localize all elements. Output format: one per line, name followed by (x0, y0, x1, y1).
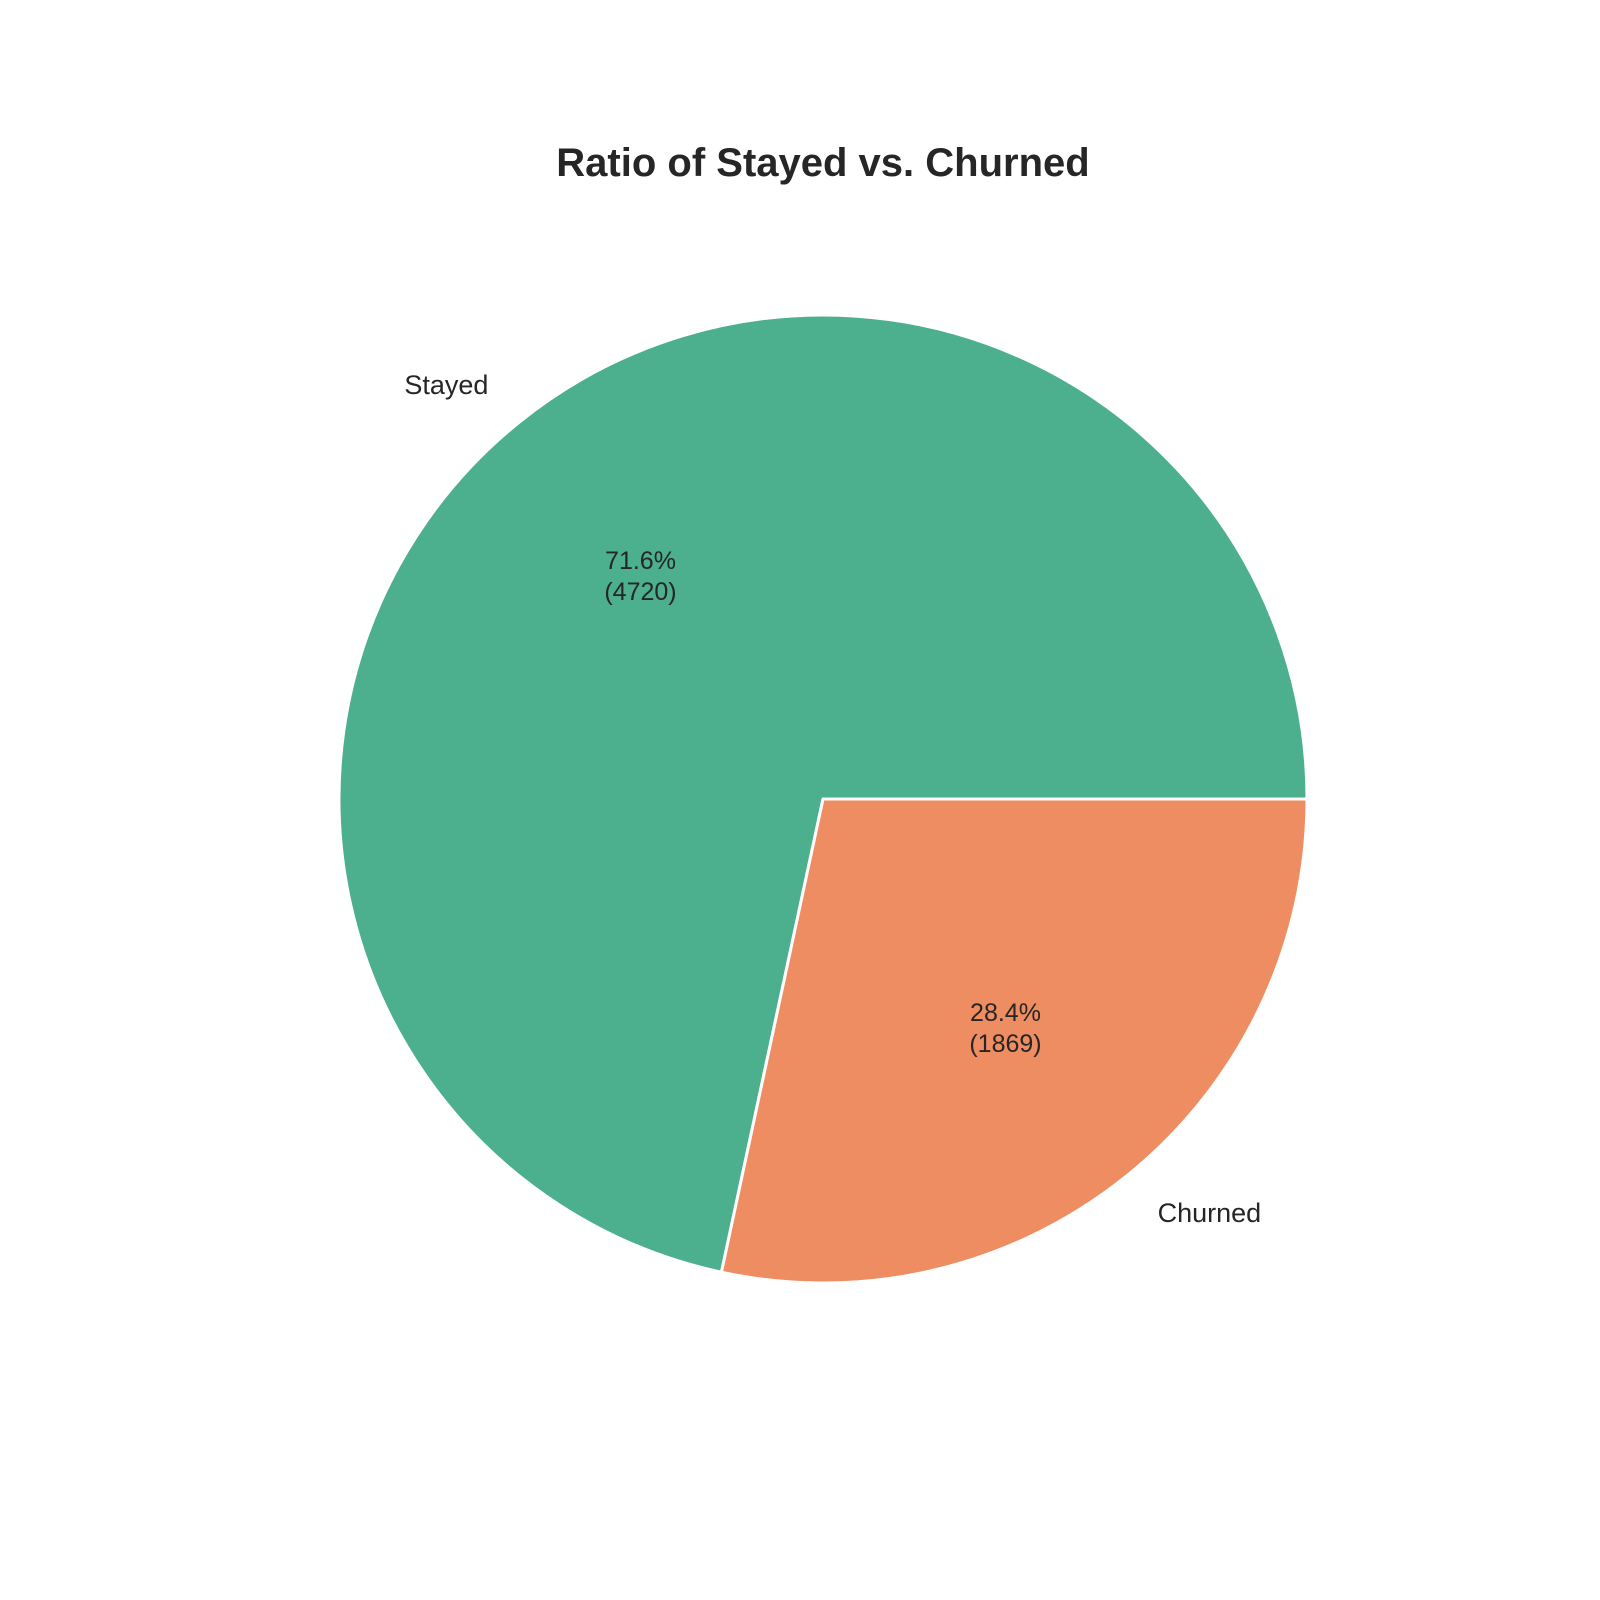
chart-title: Ratio of Stayed vs. Churned (556, 141, 1089, 185)
pie-slice-stayed (337, 313, 1309, 1274)
slice-label-churned: Churned (1158, 1198, 1262, 1228)
pie-labels: Stayed 71.6% (4720) Churned 28.4% (1869) (404, 370, 1261, 1228)
slice-label-stayed: Stayed (404, 370, 488, 400)
pie-slice-churned (719, 797, 1309, 1285)
count-label-stayed: (4720) (604, 578, 676, 606)
percent-label-stayed: 71.6% (605, 547, 676, 575)
percent-label-churned: 28.4% (970, 999, 1041, 1027)
count-label-churned: (1869) (969, 1030, 1041, 1058)
pie-slices (337, 313, 1309, 1285)
